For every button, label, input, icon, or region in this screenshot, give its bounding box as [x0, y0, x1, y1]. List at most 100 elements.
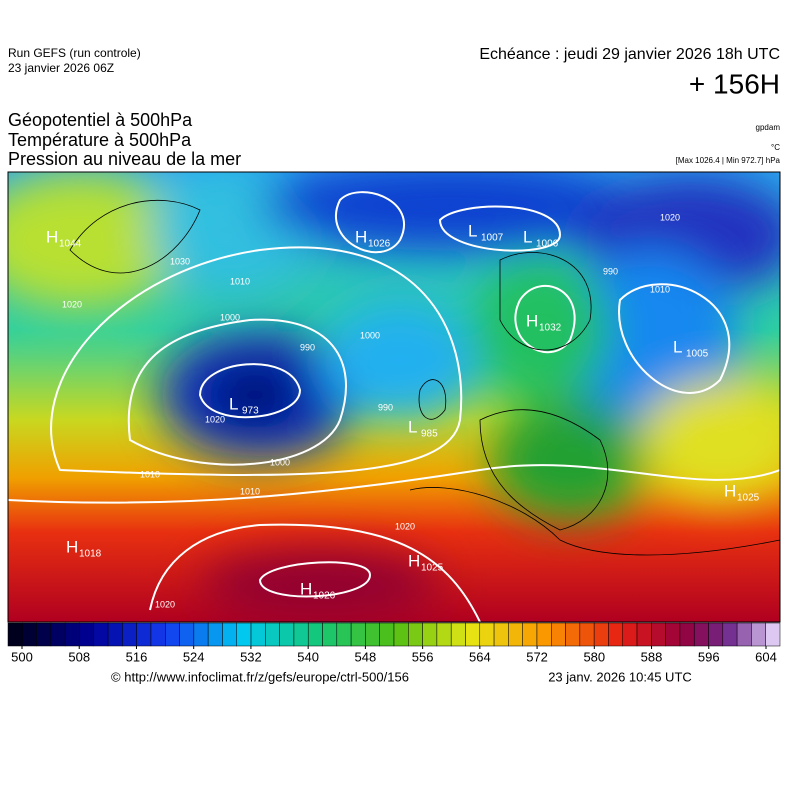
- colorbar-tick-label: 524: [183, 649, 205, 664]
- center-value: 1026: [313, 591, 336, 602]
- center-value: 1007: [481, 233, 504, 244]
- colorbar-swatch: [222, 622, 237, 647]
- isobar-label: 1020: [395, 521, 415, 531]
- colorbar-swatch: [722, 622, 738, 647]
- colorbar-swatch: [708, 622, 724, 647]
- colorbar-swatch: [393, 622, 409, 647]
- isobar-label: 990: [300, 342, 315, 352]
- colorbar-swatch: [551, 622, 566, 647]
- center-value: 1018: [79, 549, 102, 560]
- colorbar-swatch: [422, 622, 438, 647]
- center-value: 973: [242, 406, 259, 417]
- isobar-label: 1030: [170, 256, 190, 266]
- colorbar-swatch: [450, 622, 466, 647]
- colorbar-swatch: [179, 622, 195, 647]
- colorbar-swatch: [579, 622, 595, 647]
- colorbar-swatch: [307, 622, 323, 647]
- colorbar-swatch: [765, 622, 781, 647]
- center-value: 1006: [536, 239, 559, 250]
- colorbar-swatch: [350, 622, 366, 647]
- colorbar-swatch: [336, 622, 352, 647]
- colorbar-swatch: [36, 622, 52, 647]
- colorbar-tick-label: 540: [297, 649, 319, 664]
- center-kind: H: [724, 481, 736, 500]
- unit: gpdam: [756, 123, 781, 132]
- lead-time: + 156H: [689, 68, 780, 99]
- isobar-label: 1020: [205, 414, 225, 424]
- isobar-label: 1010: [650, 284, 670, 294]
- center-value: 1026: [368, 239, 391, 250]
- center-value: 1005: [686, 349, 709, 360]
- colorbar-swatch: [479, 622, 495, 647]
- center-kind: H: [66, 537, 78, 556]
- colorbar-swatch: [608, 622, 623, 647]
- colorbar-tick-label: 580: [583, 649, 605, 664]
- center-value: 985: [421, 429, 438, 440]
- colorbar-swatch: [493, 622, 509, 647]
- colorbar-swatch: [265, 622, 280, 647]
- isobar-label: 990: [378, 402, 393, 412]
- colorbar-swatch: [165, 622, 180, 647]
- colorbar-swatch: [207, 622, 223, 647]
- colorbar-tick-label: 508: [68, 649, 90, 664]
- colorbar-tick-label: 604: [755, 649, 777, 664]
- colorbar-swatch: [93, 622, 109, 647]
- colorbar-tick-label: 500: [11, 649, 33, 664]
- isobar-label: 1000: [270, 457, 290, 467]
- colorbar-swatch: [679, 622, 695, 647]
- isobar-label: 1020: [660, 212, 680, 222]
- colorbar-swatch: [50, 622, 66, 647]
- colorbar-swatch: [279, 622, 295, 647]
- map: [8, 172, 780, 622]
- colorbar-swatch: [751, 622, 766, 647]
- isobar-label: 1010: [140, 469, 160, 479]
- source-url: © http://www.infoclimat.fr/z/gefs/europe…: [111, 669, 409, 684]
- center-value: 1032: [539, 323, 562, 334]
- colorbar-swatch: [150, 622, 166, 647]
- center-kind: L: [229, 394, 238, 413]
- colorbar-tick-label: 548: [355, 649, 377, 664]
- colorbar-swatch: [622, 622, 638, 647]
- center-value: 1025: [737, 493, 760, 504]
- colorbar-swatch: [322, 622, 338, 647]
- colorbar-swatch: [436, 622, 452, 647]
- unit: [Max 1026.4 | Min 972.7] hPa: [676, 156, 781, 165]
- colorbar-swatch: [64, 622, 80, 647]
- center-kind: H: [46, 227, 58, 246]
- isobar-label: 1020: [155, 599, 175, 609]
- colorbar-swatch: [565, 622, 581, 647]
- colorbar-swatch: [508, 622, 523, 647]
- isobar-label: 1010: [240, 486, 260, 496]
- colorbar-tick-label: 564: [469, 649, 491, 664]
- center-kind: H: [526, 311, 538, 330]
- issued-time: 23 janv. 2026 10:45 UTC: [548, 669, 692, 684]
- colorbar-swatch: [665, 622, 681, 647]
- title: Pression au niveau de la mer: [8, 149, 241, 169]
- title: Température à 500hPa: [8, 130, 192, 150]
- center-kind: L: [408, 417, 417, 436]
- run-label: Run GEFS (run controle): [8, 46, 141, 60]
- title: Géopotentiel à 500hPa: [8, 110, 193, 130]
- center-value: 1044: [59, 239, 82, 250]
- colorbar-swatch: [7, 622, 23, 647]
- echeance: Echéance : jeudi 29 janvier 2026 18h UTC: [479, 46, 780, 63]
- colorbar-tick-label: 516: [126, 649, 148, 664]
- isobar-label: 1010: [230, 276, 250, 286]
- colorbar-swatch: [536, 622, 552, 647]
- center-value: 1025: [421, 563, 444, 574]
- colorbar-swatch: [79, 622, 95, 647]
- colorbar-tick-label: 556: [412, 649, 434, 664]
- colorbar-swatch: [107, 622, 123, 647]
- colorbar-swatch: [408, 622, 423, 647]
- colorbar-swatch: [379, 622, 395, 647]
- colorbar-swatch: [651, 622, 666, 647]
- colorbar-swatch: [736, 622, 752, 647]
- center-kind: H: [300, 579, 312, 598]
- run-date: 23 janvier 2026 06Z: [8, 61, 114, 75]
- colorbar-swatch: [636, 622, 652, 647]
- unit: °C: [771, 143, 780, 152]
- colorbar-tick-label: 588: [641, 649, 663, 664]
- colorbar-swatch: [693, 622, 709, 647]
- colorbar-swatch: [593, 622, 609, 647]
- colorbar-swatch: [22, 622, 37, 647]
